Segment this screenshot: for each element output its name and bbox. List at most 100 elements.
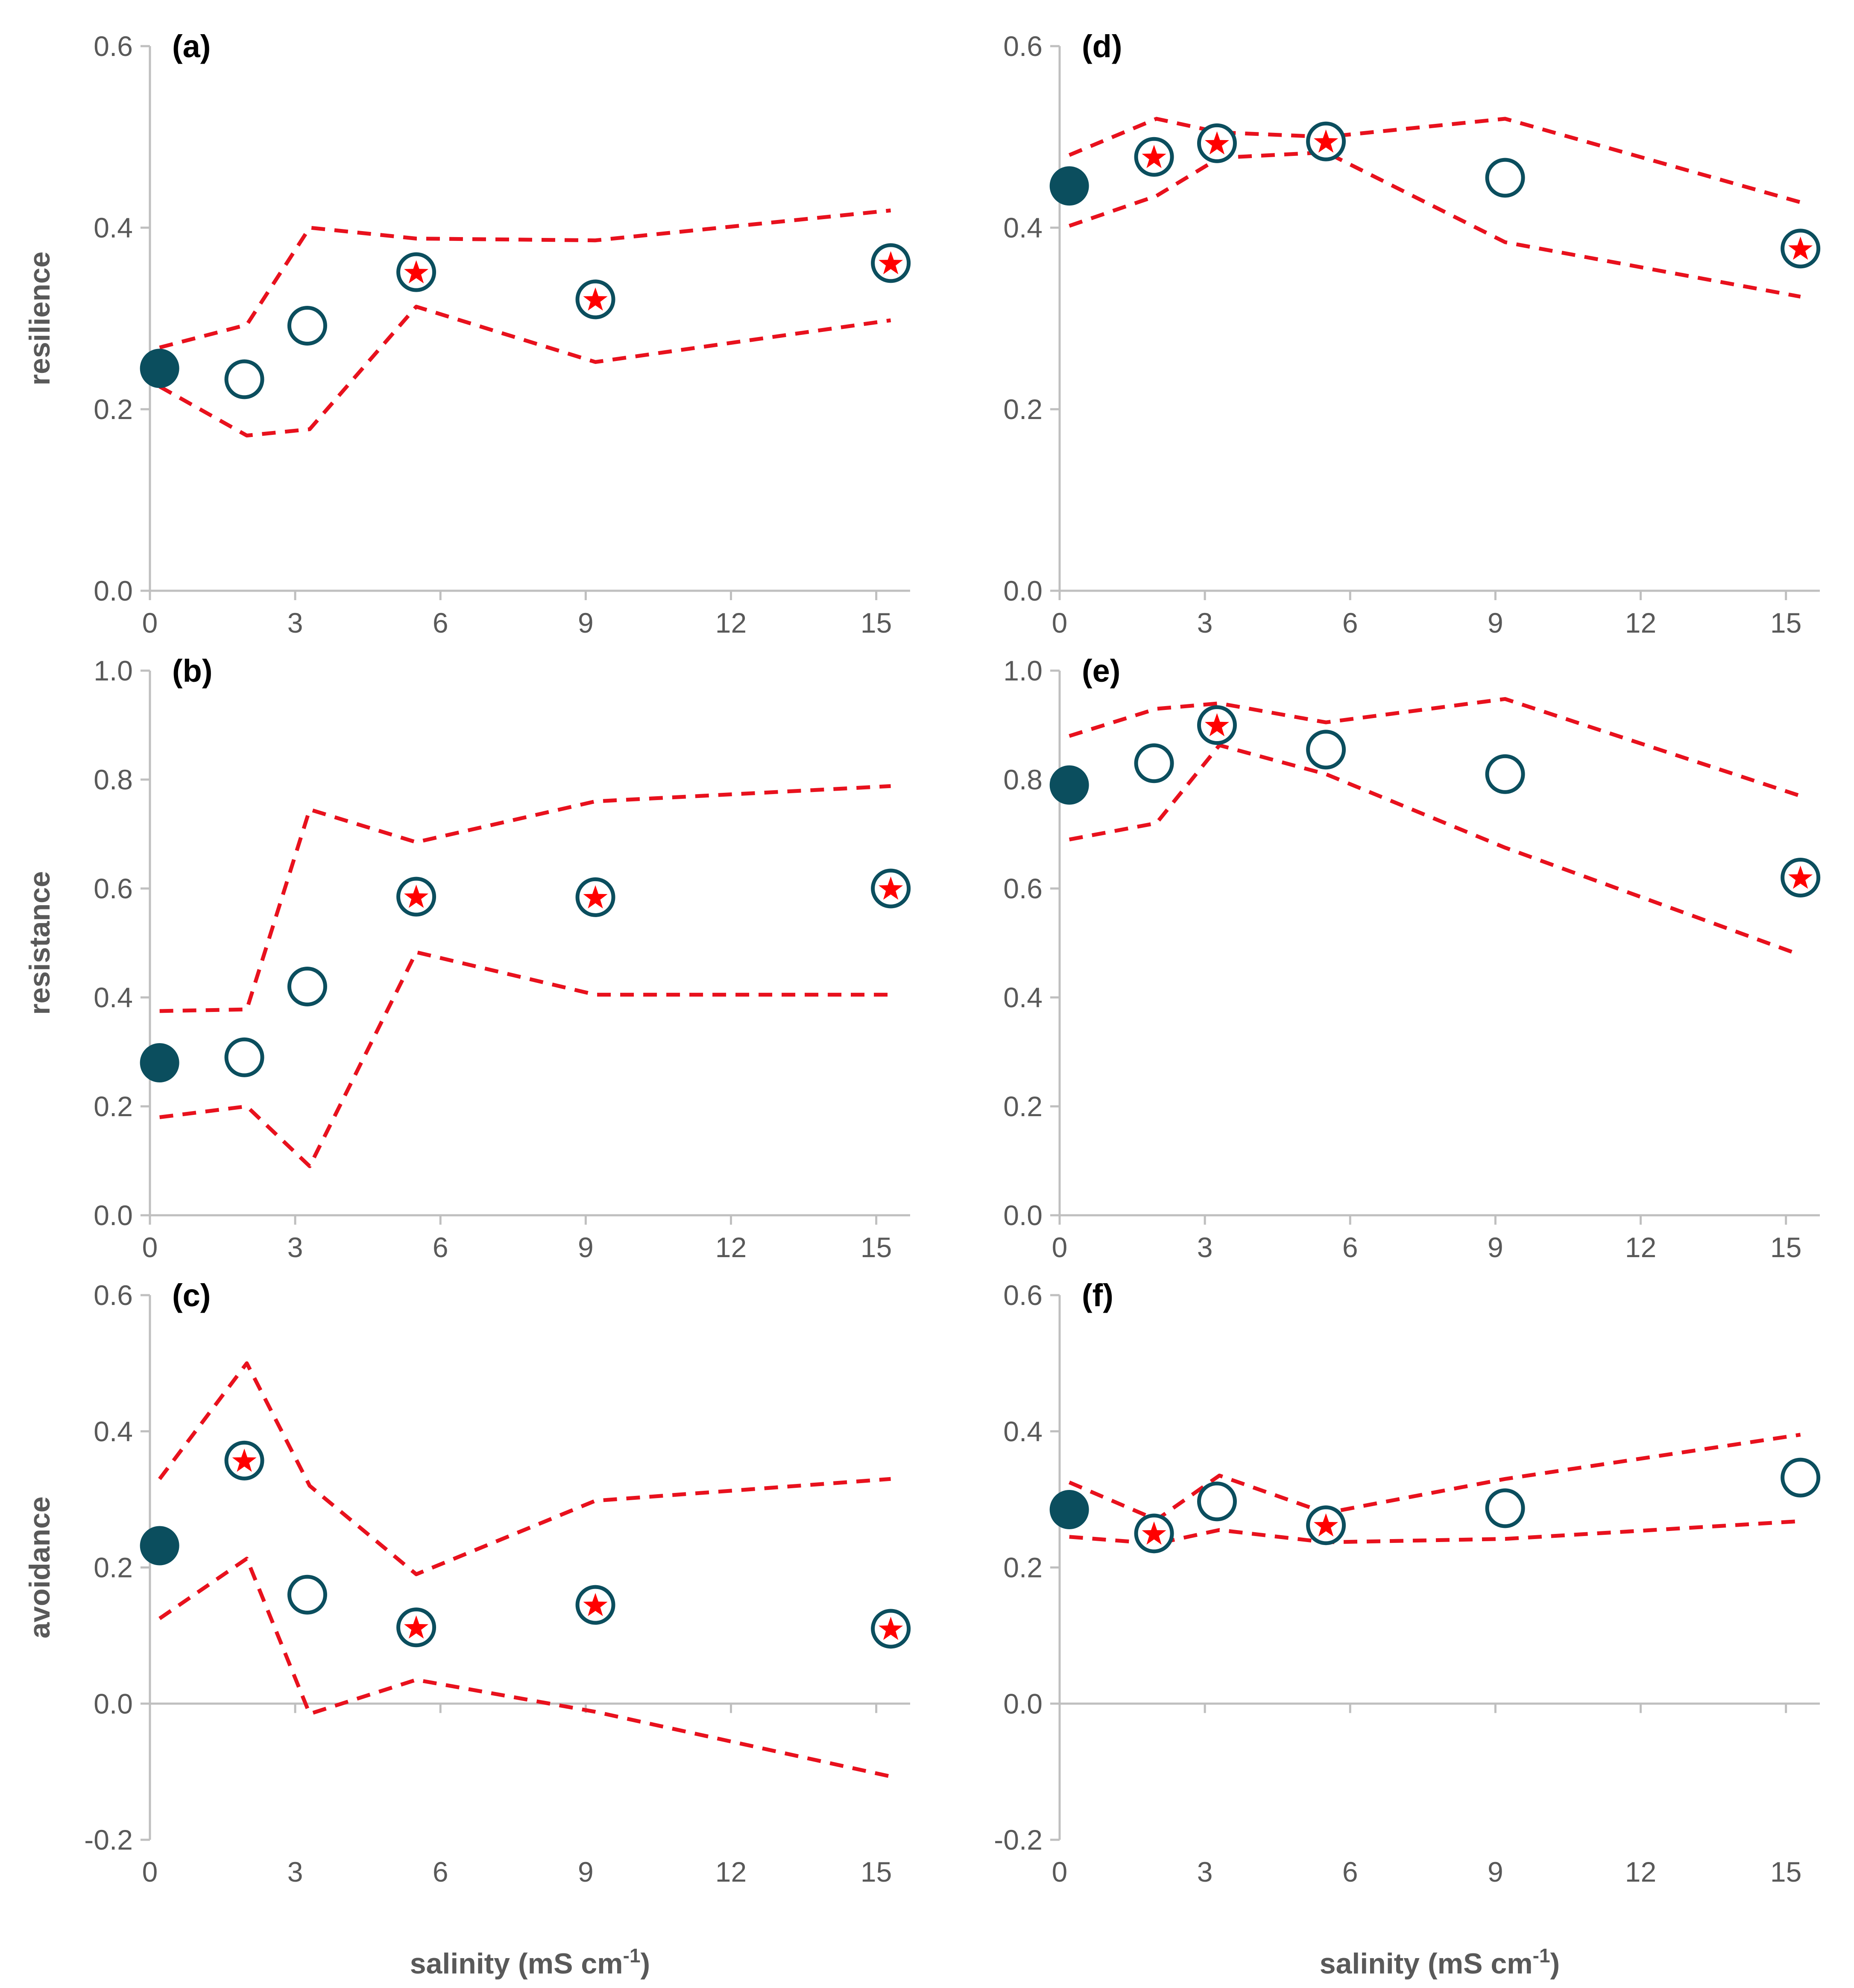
y-tick-label: 0.4 — [1003, 212, 1043, 243]
y-tick-label: 0.2 — [94, 1552, 133, 1583]
x-tick-label: 0 — [1052, 607, 1068, 639]
y-tick-label: 0.4 — [1003, 982, 1043, 1013]
panel-f: -0.2 0.0 0.2 0.4 0.6 0 3 6 9 12 15 (f) — [994, 1278, 1821, 1888]
panel-label: (b) — [172, 653, 213, 689]
lower-bound-line — [158, 305, 891, 438]
x-tick-label: 6 — [433, 1232, 448, 1263]
data-point-significant — [396, 1607, 436, 1648]
y-tick-label: 0.0 — [94, 575, 133, 607]
marker-ring — [287, 1575, 327, 1615]
panel-label: (f) — [1082, 1278, 1113, 1313]
data-point-significant — [1197, 123, 1237, 163]
data-point-significant — [1197, 705, 1237, 745]
panel-label: (d) — [1082, 29, 1122, 64]
data-point-open — [1781, 1457, 1821, 1498]
marker-ring — [1134, 743, 1174, 783]
data-point-significant — [1134, 137, 1174, 177]
star-icon — [583, 287, 608, 311]
star-icon — [1788, 236, 1813, 260]
data-point-open — [287, 306, 327, 346]
data-point-significant — [575, 1585, 615, 1625]
y-tick-label: 0.6 — [1003, 873, 1043, 904]
star-icon — [404, 1615, 429, 1639]
x-tick-label: 12 — [715, 1856, 747, 1888]
star-icon — [879, 251, 903, 275]
lower-bound-line — [1069, 150, 1801, 299]
x-tick-label: 0 — [142, 1856, 158, 1888]
star-icon — [1142, 145, 1166, 168]
x-tick-label: 12 — [1625, 607, 1656, 639]
marker-ring — [1485, 754, 1525, 794]
panel-label: (e) — [1082, 653, 1120, 689]
data-point-open — [287, 1575, 327, 1615]
data-point-open — [1485, 158, 1525, 198]
data-point-significant — [1781, 858, 1821, 897]
star-icon — [583, 1593, 608, 1616]
x-tick-label: 6 — [1342, 1856, 1358, 1888]
y-tick-label: 0.6 — [94, 1279, 133, 1311]
x-tick-label: 12 — [715, 607, 747, 639]
marker-ring — [1485, 1488, 1525, 1528]
x-tick-label: 9 — [578, 1856, 594, 1888]
data-point-open — [224, 1037, 264, 1077]
y-tick-label: 0.8 — [94, 764, 133, 795]
y-tick-label: -0.2 — [994, 1824, 1043, 1856]
x-tick-label: 0 — [1052, 1232, 1068, 1263]
marker-ring — [1197, 1481, 1237, 1522]
x-tick-label: 15 — [861, 1856, 892, 1888]
data-point-significant — [224, 1440, 264, 1481]
marker-ring — [224, 359, 264, 399]
x-tick-label: 0 — [1052, 1856, 1068, 1888]
data-point-open — [1134, 743, 1174, 783]
x-tick-label: 9 — [578, 1232, 594, 1263]
data-point-significant — [1134, 1513, 1174, 1554]
y-tick-label: 0.4 — [94, 982, 133, 1013]
y-tick-label: 0.2 — [1003, 1552, 1043, 1583]
data-point-significant — [396, 252, 436, 292]
x-tick-label: 3 — [1197, 1232, 1213, 1263]
y-axis-title: resistance — [23, 871, 56, 1015]
x-tick-label: 15 — [861, 607, 892, 639]
panel-label: (c) — [172, 1278, 211, 1313]
y-tick-label: 0.6 — [1003, 30, 1043, 62]
x-tick-label: 12 — [1625, 1856, 1656, 1888]
x-tick-label: 15 — [1770, 1856, 1801, 1888]
data-point-significant — [1306, 121, 1346, 161]
panel-c: -0.2 0.0 0.2 0.4 0.6 0 3 6 9 12 15 (c) avoidance — [23, 1278, 911, 1888]
star-icon — [1788, 865, 1813, 889]
data-point-significant — [871, 1609, 911, 1649]
x-axis-title: salinity (mS cm-1) — [410, 1944, 650, 1980]
x-tick-label: 9 — [1488, 1856, 1503, 1888]
star-icon — [879, 1616, 903, 1640]
y-tick-label: 0.0 — [94, 1688, 133, 1719]
marker-ring — [287, 967, 327, 1006]
y-tick-label: 0.2 — [94, 393, 133, 425]
y-tick-label: 0.2 — [94, 1091, 133, 1122]
y-tick-label: 0.4 — [94, 1416, 133, 1447]
panel-d: 0.0 0.2 0.4 0.6 0 3 6 9 12 15 (d) — [1003, 29, 1821, 639]
x-tick-label: 3 — [1197, 607, 1213, 639]
panel-label: (a) — [172, 29, 211, 64]
data-point-filled — [1049, 765, 1089, 805]
y-tick-label: 0.0 — [94, 1199, 133, 1231]
upper-bound-line — [1068, 117, 1801, 204]
data-point-open — [224, 359, 264, 399]
data-point-filled — [1049, 166, 1089, 206]
data-point-significant — [1306, 1505, 1346, 1545]
marker-ring — [1781, 1457, 1821, 1498]
upper-bound-line — [159, 208, 891, 349]
panel-e: 0.0 0.2 0.4 0.6 0.8 1.0 0 3 6 9 12 15 (e) — [1003, 653, 1821, 1263]
data-point-significant — [1781, 229, 1821, 269]
y-tick-label: 0.6 — [1003, 1279, 1043, 1311]
star-icon — [1314, 129, 1339, 153]
x-tick-label: 15 — [1770, 607, 1801, 639]
x-tick-label: 15 — [1770, 1232, 1801, 1263]
star-icon — [1314, 1513, 1339, 1536]
star-icon — [1204, 713, 1229, 736]
x-tick-label: 9 — [1488, 607, 1503, 639]
x-tick-label: 12 — [1625, 1232, 1656, 1263]
x-tick-label: 3 — [287, 1856, 303, 1888]
data-point-open — [1306, 730, 1346, 770]
y-tick-label: 0.0 — [1003, 575, 1043, 607]
data-point-open — [1197, 1481, 1237, 1522]
